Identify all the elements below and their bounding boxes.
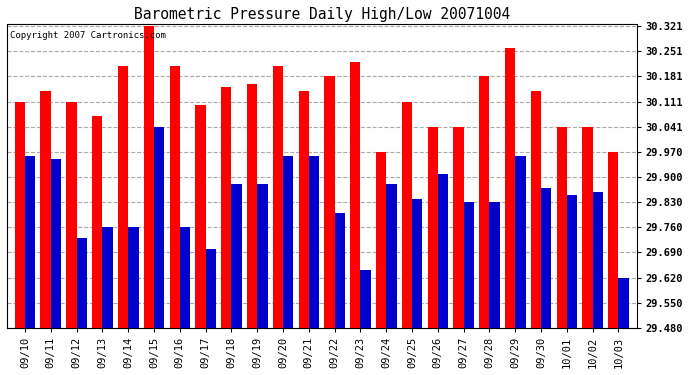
Bar: [118, 66, 128, 328]
Bar: [515, 156, 526, 328]
Bar: [350, 62, 360, 328]
Bar: [541, 188, 551, 328]
Bar: [464, 202, 474, 328]
Bar: [438, 174, 449, 328]
Bar: [360, 270, 371, 328]
Bar: [412, 199, 422, 328]
Bar: [231, 184, 241, 328]
Bar: [324, 76, 335, 328]
Bar: [180, 227, 190, 328]
Bar: [453, 127, 464, 328]
Bar: [14, 102, 25, 328]
Bar: [154, 127, 164, 328]
Bar: [309, 156, 319, 328]
Bar: [195, 105, 206, 328]
Bar: [593, 192, 603, 328]
Bar: [402, 102, 412, 328]
Bar: [51, 159, 61, 328]
Bar: [618, 278, 629, 328]
Bar: [386, 184, 397, 328]
Bar: [557, 127, 567, 328]
Bar: [531, 91, 541, 328]
Bar: [206, 249, 216, 328]
Bar: [144, 26, 154, 328]
Bar: [247, 84, 257, 328]
Bar: [170, 66, 180, 328]
Bar: [335, 213, 345, 328]
Bar: [41, 91, 51, 328]
Bar: [489, 202, 500, 328]
Bar: [299, 91, 309, 328]
Bar: [479, 76, 489, 328]
Bar: [77, 238, 87, 328]
Bar: [257, 184, 268, 328]
Bar: [376, 152, 386, 328]
Bar: [273, 66, 283, 328]
Bar: [283, 156, 293, 328]
Bar: [102, 227, 112, 328]
Bar: [567, 195, 577, 328]
Bar: [505, 48, 515, 328]
Bar: [25, 156, 35, 328]
Bar: [428, 127, 438, 328]
Text: Copyright 2007 Cartronics.com: Copyright 2007 Cartronics.com: [10, 31, 166, 40]
Bar: [128, 227, 139, 328]
Bar: [221, 87, 231, 328]
Bar: [582, 127, 593, 328]
Bar: [66, 102, 77, 328]
Title: Barometric Pressure Daily High/Low 20071004: Barometric Pressure Daily High/Low 20071…: [134, 7, 510, 22]
Bar: [92, 116, 102, 328]
Bar: [608, 152, 618, 328]
